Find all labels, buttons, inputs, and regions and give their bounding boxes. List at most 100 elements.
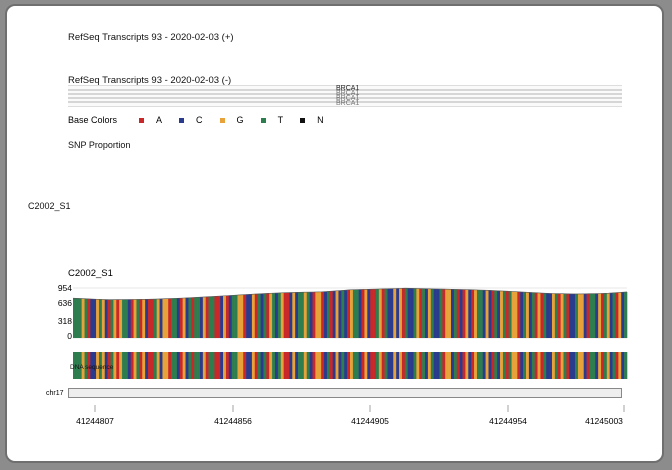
coverage-bar[interactable]	[194, 297, 198, 338]
coverage-bar[interactable]	[260, 293, 264, 338]
dna-base[interactable]	[179, 352, 183, 379]
dna-base[interactable]	[549, 352, 553, 379]
coverage-bar[interactable]	[274, 293, 279, 338]
dna-base[interactable]	[352, 352, 357, 379]
coverage-bar[interactable]	[81, 298, 85, 338]
dna-base[interactable]	[450, 352, 455, 379]
dna-base[interactable]	[298, 352, 302, 379]
dna-base[interactable]	[468, 352, 472, 379]
coverage-bar[interactable]	[361, 289, 365, 338]
dna-base[interactable]	[165, 352, 169, 379]
dna-base[interactable]	[410, 352, 414, 379]
dna-base[interactable]	[197, 352, 201, 379]
coverage-bar[interactable]	[393, 288, 397, 338]
coverage-bar[interactable]	[286, 292, 290, 338]
coverage-bar[interactable]	[505, 291, 509, 338]
dna-base[interactable]	[150, 352, 155, 379]
coverage-bar[interactable]	[471, 289, 475, 338]
dna-base[interactable]	[407, 352, 411, 379]
coverage-bar[interactable]	[528, 292, 533, 338]
dna-base[interactable]	[476, 352, 481, 379]
coverage-bar[interactable]	[500, 290, 504, 338]
coverage-bar[interactable]	[341, 290, 345, 338]
coverage-bar[interactable]	[335, 290, 339, 338]
coverage-bar[interactable]	[98, 299, 103, 338]
dna-base[interactable]	[488, 352, 492, 379]
coverage-bar[interactable]	[338, 290, 342, 338]
dna-base[interactable]	[173, 352, 178, 379]
coverage-bar[interactable]	[156, 298, 160, 338]
dna-base[interactable]	[471, 352, 475, 379]
coverage-bar[interactable]	[107, 299, 111, 338]
dna-base[interactable]	[277, 352, 282, 379]
gene-label-3[interactable]: BRCA1	[336, 95, 360, 102]
coverage-bar[interactable]	[171, 298, 175, 338]
coverage-bar[interactable]	[110, 299, 114, 338]
dna-base[interactable]	[182, 352, 186, 379]
coverage-bar[interactable]	[315, 291, 319, 338]
coverage-bar[interactable]	[243, 294, 247, 338]
dna-base[interactable]	[263, 352, 267, 379]
dna-base[interactable]	[404, 352, 409, 379]
dna-base[interactable]	[249, 352, 253, 379]
dna-base[interactable]	[413, 352, 417, 379]
coverage-bar[interactable]	[153, 299, 157, 338]
coverage-bar[interactable]	[612, 292, 616, 338]
coverage-bar[interactable]	[119, 299, 123, 338]
dna-base[interactable]	[272, 352, 276, 379]
dna-base[interactable]	[520, 352, 524, 379]
coverage-bar[interactable]	[139, 299, 143, 338]
coverage-bar[interactable]	[185, 297, 189, 338]
coverage-bar[interactable]	[425, 288, 429, 338]
dna-base[interactable]	[246, 352, 250, 379]
coverage-bar[interactable]	[621, 292, 625, 338]
coverage-bar[interactable]	[101, 299, 106, 338]
coverage-bar[interactable]	[352, 289, 357, 338]
dna-base[interactable]	[595, 352, 599, 379]
coverage-bar[interactable]	[517, 291, 521, 338]
coverage-bar[interactable]	[182, 297, 186, 338]
dna-base[interactable]	[223, 352, 227, 379]
dna-base[interactable]	[280, 352, 284, 379]
dna-base[interactable]	[101, 352, 106, 379]
dna-base[interactable]	[586, 352, 590, 379]
dna-base[interactable]	[615, 352, 619, 379]
dna-base[interactable]	[104, 352, 108, 379]
coverage-bar[interactable]	[350, 289, 354, 338]
dna-base[interactable]	[312, 352, 316, 379]
dna-base[interactable]	[505, 352, 509, 379]
coverage-bar[interactable]	[223, 295, 227, 338]
coverage-bar[interactable]	[554, 293, 559, 338]
coverage-bar[interactable]	[220, 295, 224, 338]
coverage-bar[interactable]	[543, 293, 547, 338]
coverage-bar[interactable]	[427, 288, 432, 338]
coverage-bar[interactable]	[326, 291, 331, 338]
dna-base[interactable]	[156, 352, 160, 379]
coverage-bar[interactable]	[485, 290, 489, 338]
dna-base[interactable]	[396, 352, 400, 379]
dna-base[interactable]	[303, 352, 308, 379]
coverage-bar[interactable]	[217, 296, 221, 338]
dna-base[interactable]	[502, 352, 507, 379]
gene-label[interactable]: BRCA1	[336, 85, 360, 92]
coverage-bar[interactable]	[488, 290, 492, 338]
coverage-bar[interactable]	[482, 290, 486, 338]
coverage-bar[interactable]	[237, 294, 241, 338]
coverage-bar[interactable]	[523, 292, 527, 338]
coverage-bar[interactable]	[191, 297, 195, 338]
dna-base[interactable]	[153, 352, 157, 379]
dna-base[interactable]	[485, 352, 489, 379]
coverage-bar[interactable]	[136, 299, 140, 338]
dna-base[interactable]	[566, 352, 570, 379]
dna-base[interactable]	[439, 352, 443, 379]
coverage-bar[interactable]	[87, 298, 91, 338]
coverage-bar[interactable]	[266, 293, 270, 338]
coverage-bar[interactable]	[456, 289, 460, 338]
dna-base[interactable]	[508, 352, 512, 379]
coverage-bar[interactable]	[122, 299, 126, 338]
dna-base[interactable]	[254, 352, 258, 379]
dna-base[interactable]	[543, 352, 547, 379]
dna-base[interactable]	[575, 352, 579, 379]
dna-base[interactable]	[107, 352, 111, 379]
